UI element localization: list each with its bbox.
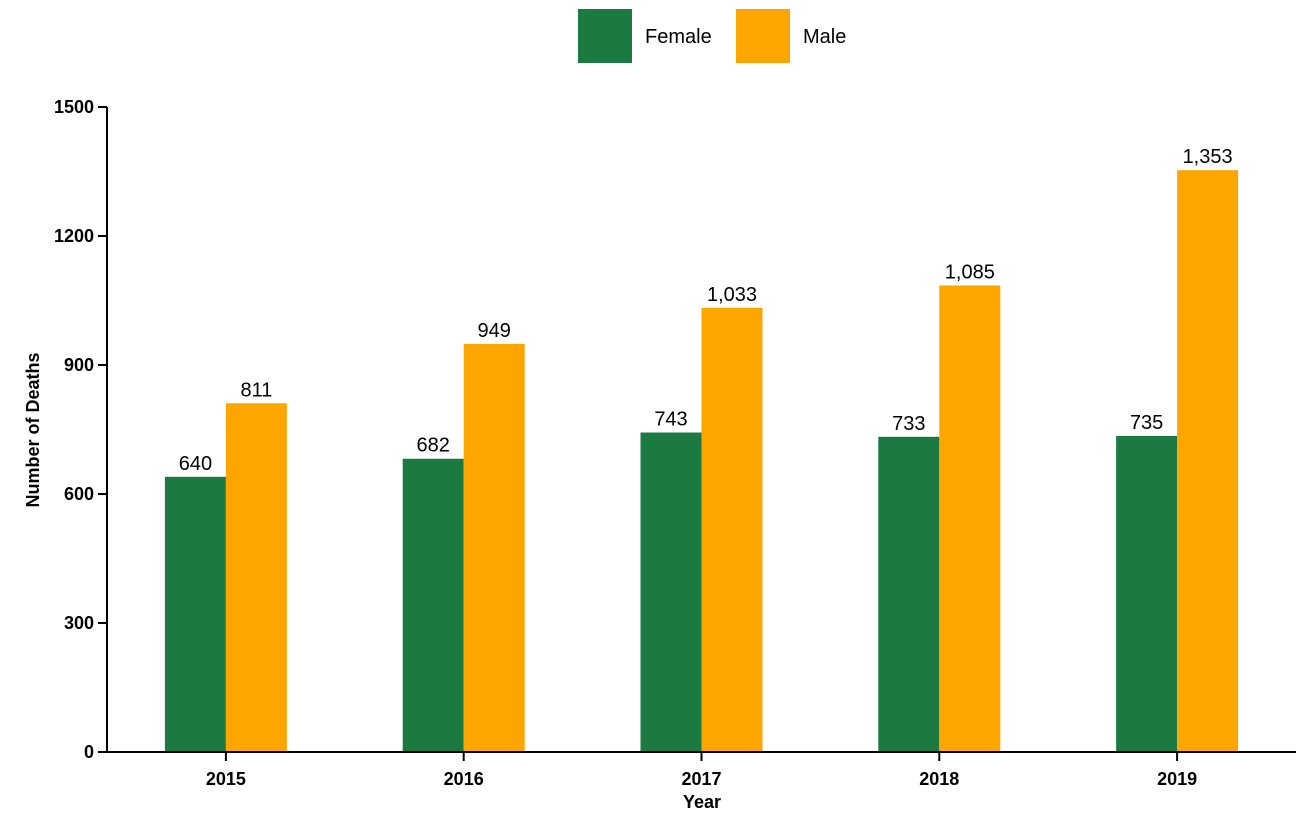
x-tick-label: 2019 bbox=[1157, 769, 1197, 789]
bar-male-2015 bbox=[225, 403, 287, 752]
y-tick-label: 300 bbox=[64, 613, 94, 633]
value-label-female-2017: 743 bbox=[654, 409, 687, 431]
value-label-female-2015: 640 bbox=[179, 453, 212, 475]
y-tick-label: 0 bbox=[84, 742, 94, 762]
bar-male-2018 bbox=[939, 285, 1001, 752]
bar-male-2017 bbox=[701, 307, 763, 752]
legend-label-female: Female bbox=[645, 26, 712, 48]
y-tick-label: 1200 bbox=[54, 226, 94, 246]
bar-female-2016 bbox=[402, 458, 464, 752]
x-axis-title: Year bbox=[683, 792, 721, 812]
value-label-male-2016: 949 bbox=[478, 320, 511, 342]
bar-female-2015 bbox=[164, 476, 226, 752]
y-axis-ticks: 0 300 600 900 1200 1500 bbox=[54, 97, 107, 762]
value-labels: 640 811 682 949 743 1,033 733 1,085 735 1,353 bbox=[179, 146, 1233, 475]
bar-female-2019 bbox=[1116, 435, 1178, 752]
x-tick-label: 2018 bbox=[919, 769, 959, 789]
legend: Female Male bbox=[578, 9, 846, 63]
value-label-male-2019: 1,353 bbox=[1183, 146, 1233, 168]
bar-female-2017 bbox=[640, 432, 702, 752]
x-tick-label: 2015 bbox=[206, 769, 246, 789]
y-tick-label: 600 bbox=[64, 484, 94, 504]
value-label-female-2019: 735 bbox=[1130, 412, 1163, 434]
value-label-male-2018: 1,085 bbox=[945, 261, 995, 283]
x-tick-label: 2017 bbox=[681, 769, 721, 789]
value-label-male-2017: 1,033 bbox=[707, 284, 757, 306]
bar-female-2018 bbox=[878, 436, 940, 752]
value-label-female-2018: 733 bbox=[892, 413, 925, 435]
bar-male-2019 bbox=[1177, 170, 1239, 752]
y-tick-label: 900 bbox=[64, 355, 94, 375]
value-label-male-2015: 811 bbox=[240, 379, 272, 401]
y-tick-label: 1500 bbox=[54, 97, 94, 117]
bars bbox=[164, 170, 1239, 752]
y-axis-title: Number of Deaths bbox=[23, 352, 43, 507]
legend-swatch-female bbox=[578, 9, 632, 63]
legend-label-male: Male bbox=[803, 26, 846, 48]
x-axis-ticks: 2015 2016 2017 2018 2019 bbox=[206, 752, 1197, 789]
value-label-female-2016: 682 bbox=[417, 435, 450, 457]
x-tick-label: 2016 bbox=[444, 769, 484, 789]
bar-male-2016 bbox=[463, 343, 525, 752]
legend-swatch-male bbox=[736, 9, 790, 63]
